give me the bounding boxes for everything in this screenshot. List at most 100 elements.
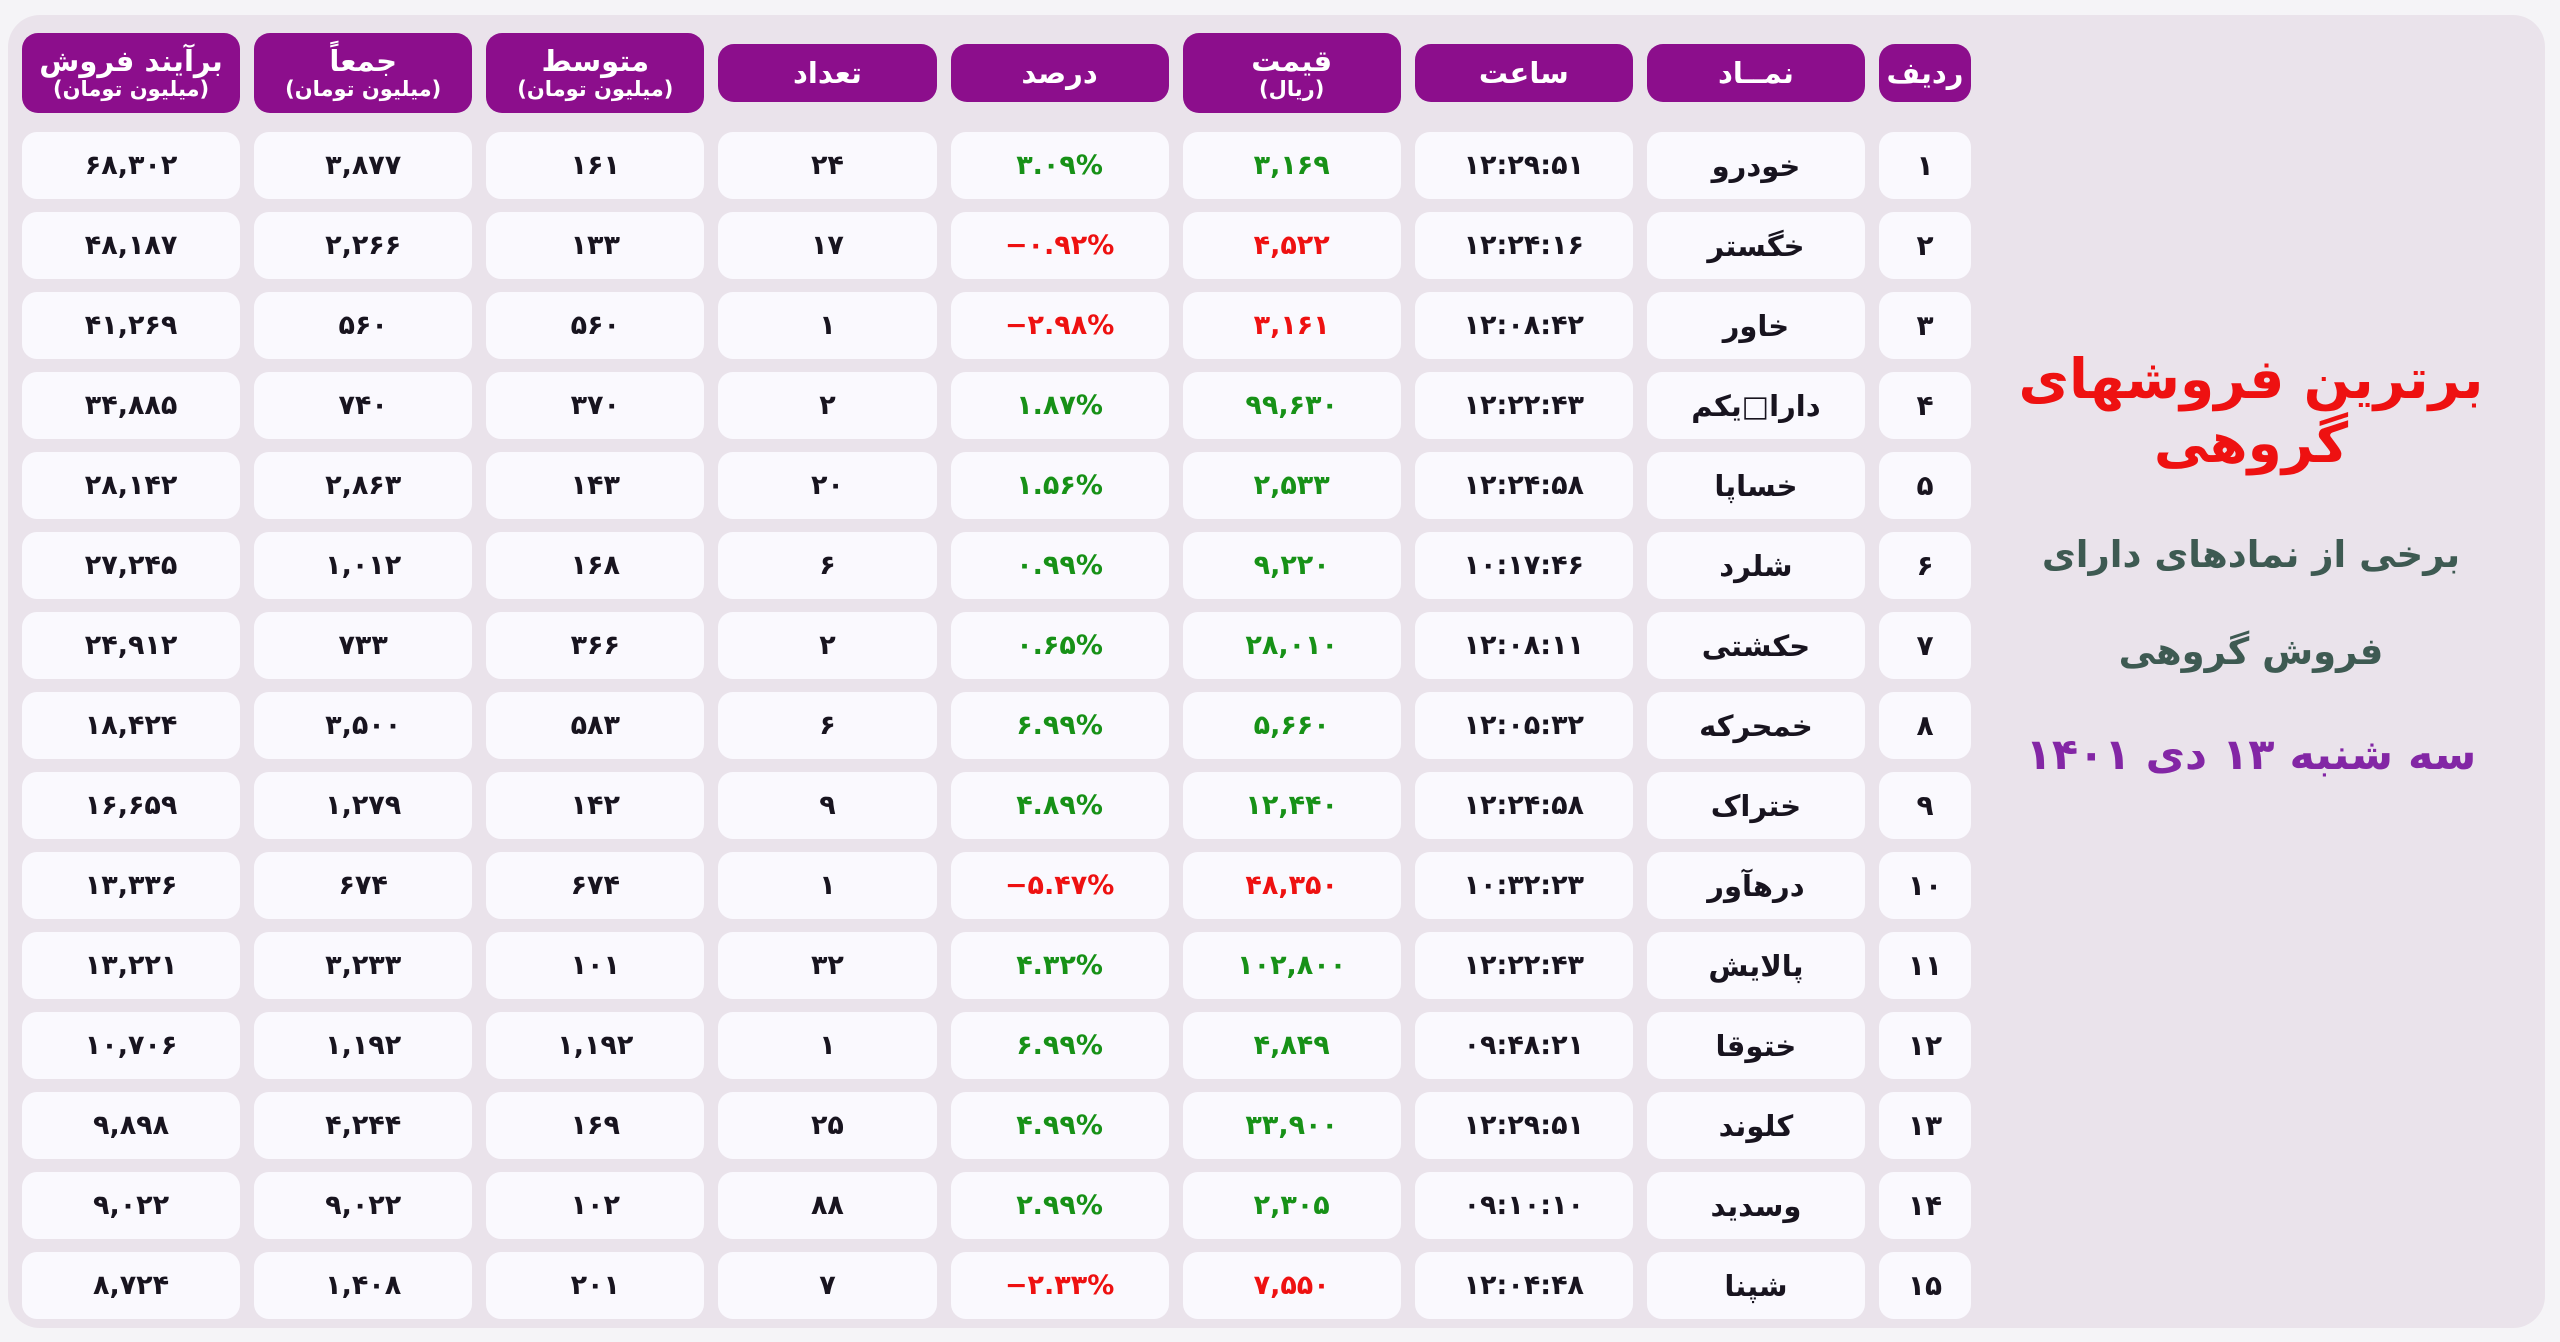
column-header: تعداد — [718, 27, 937, 119]
cell-count: ۶ — [718, 532, 937, 599]
cell-average: ۳۶۶ — [486, 612, 705, 679]
cell-count: ۱ — [718, 1012, 937, 1079]
column-header-chip: نمــاد — [1646, 44, 1865, 102]
cell-symbol: خمحرکه — [1646, 692, 1865, 759]
cell-symbol: پالایش — [1646, 932, 1865, 999]
column-header: جمعاً (میلیون تومان) — [254, 27, 473, 119]
cell-time: ۱۲:۲۲:۴۳ — [1414, 372, 1633, 439]
cell-rank: ۵ — [1879, 452, 1971, 519]
cell-net: ۹,۰۲۲ — [22, 1172, 241, 1239]
column-header: نمــاد — [1646, 27, 1865, 119]
cell-total: ۵۶۰ — [254, 292, 473, 359]
cell-net: ۱۰,۷۰۶ — [22, 1012, 241, 1079]
cell-percent: ۰.۹۹% — [950, 532, 1169, 599]
column-header-chip: متوسط (میلیون تومان) — [486, 33, 705, 113]
cell-time: ۱۲:۲۹:۵۱ — [1414, 1092, 1633, 1159]
cell-rank: ۸ — [1879, 692, 1971, 759]
cell-rank: ۹ — [1879, 772, 1971, 839]
column-header-label: نمــاد — [1717, 55, 1794, 90]
cell-percent: ۴.۸۹% — [950, 772, 1169, 839]
cell-percent: −۰.۹۲% — [950, 212, 1169, 279]
page-title: برترین فروشهای گروهی — [2018, 347, 2484, 475]
cell-average: ۳۷۰ — [486, 372, 705, 439]
column-header-chip: ردیف — [1879, 44, 1971, 102]
cell-percent: ۳.۰۹% — [950, 132, 1169, 199]
column-header-label: برآیند فروش — [39, 43, 223, 78]
cell-total: ۱,۴۰۸ — [254, 1252, 473, 1319]
cell-average: ۱۴۲ — [486, 772, 705, 839]
cell-count: ۱ — [718, 292, 937, 359]
cell-average: ۵۸۳ — [486, 692, 705, 759]
cell-symbol: وسدید — [1646, 1172, 1865, 1239]
cell-net: ۱۳,۳۳۶ — [22, 852, 241, 919]
column-header-chip: تعداد — [718, 44, 937, 102]
column-header: متوسط (میلیون تومان) — [486, 27, 705, 119]
cell-total: ۷۴۰ — [254, 372, 473, 439]
cell-count: ۲۴ — [718, 132, 937, 199]
subtitle-line-1: برخی از نمادهای دارای — [2041, 532, 2461, 576]
cell-average: ۱۰۱ — [486, 932, 705, 999]
cell-count: ۲ — [718, 612, 937, 679]
cell-time: ۱۲:۰۴:۴۸ — [1414, 1252, 1633, 1319]
cell-count: ۱ — [718, 852, 937, 919]
cell-rank: ۲ — [1879, 212, 1971, 279]
column-header-chip: ساعت — [1414, 44, 1633, 102]
cell-average: ۱۶۱ — [486, 132, 705, 199]
cell-price: ۴,۸۴۹ — [1182, 1012, 1401, 1079]
column-header-chip: درصد — [950, 44, 1169, 102]
cell-price: ۲,۵۳۳ — [1182, 452, 1401, 519]
column-header-label: قیمت — [1251, 43, 1333, 78]
cell-price: ۲۸,۰۱۰ — [1182, 612, 1401, 679]
cell-time: ۱۲:۲۴:۵۸ — [1414, 772, 1633, 839]
column-header-label: ردیف — [1886, 55, 1964, 90]
title-side: برترین فروشهای گروهی برخی از نمادهای دار… — [1971, 27, 2531, 1316]
cell-price: ۴,۵۲۲ — [1182, 212, 1401, 279]
cell-percent: ۶.۹۹% — [950, 692, 1169, 759]
cell-total: ۶۷۴ — [254, 852, 473, 919]
cell-count: ۲۵ — [718, 1092, 937, 1159]
cell-count: ۷ — [718, 1252, 937, 1319]
cell-time: ۱۲:۲۲:۴۳ — [1414, 932, 1633, 999]
cell-average: ۱۳۳ — [486, 212, 705, 279]
cell-total: ۲,۲۶۶ — [254, 212, 473, 279]
cell-price: ۵,۶۶۰ — [1182, 692, 1401, 759]
cell-percent: ۱.۸۷% — [950, 372, 1169, 439]
cell-price: ۹۹,۶۳۰ — [1182, 372, 1401, 439]
column-header-chip: برآیند فروش (میلیون تومان) — [22, 33, 241, 113]
column-header: ردیف — [1879, 27, 1971, 119]
cell-count: ۱۷ — [718, 212, 937, 279]
cell-percent: ۴.۹۹% — [950, 1092, 1169, 1159]
cell-price: ۱۲,۴۴۰ — [1182, 772, 1401, 839]
cell-net: ۱۶,۶۵۹ — [22, 772, 241, 839]
column-header-sub: (میلیون تومان) — [52, 77, 210, 102]
column-header-label: درصد — [1021, 55, 1098, 90]
cell-net: ۶۸,۳۰۲ — [22, 132, 241, 199]
column-header-label: تعداد — [793, 55, 862, 90]
cell-count: ۲۰ — [718, 452, 937, 519]
cell-time: ۰۹:۴۸:۲۱ — [1414, 1012, 1633, 1079]
cell-rank: ۱۵ — [1879, 1252, 1971, 1319]
cell-percent: −۵.۴۷% — [950, 852, 1169, 919]
cell-net: ۴۸,۱۸۷ — [22, 212, 241, 279]
column-header-chip: جمعاً (میلیون تومان) — [254, 33, 473, 113]
cell-rank: ۱۰ — [1879, 852, 1971, 919]
subtitle-line-2: فروش گروهی — [2118, 629, 2384, 673]
cell-price: ۳,۱۶۹ — [1182, 132, 1401, 199]
cell-price: ۴۸,۳۵۰ — [1182, 852, 1401, 919]
cell-rank: ۱۳ — [1879, 1092, 1971, 1159]
cell-rank: ۳ — [1879, 292, 1971, 359]
cell-symbol: خاور — [1646, 292, 1865, 359]
cell-count: ۹ — [718, 772, 937, 839]
cell-net: ۴۱,۲۶۹ — [22, 292, 241, 359]
cell-total: ۱,۱۹۲ — [254, 1012, 473, 1079]
cell-total: ۱,۰۱۲ — [254, 532, 473, 599]
cell-symbol: خودرو — [1646, 132, 1865, 199]
cell-symbol: ختوقا — [1646, 1012, 1865, 1079]
cell-time: ۱۲:۲۴:۱۶ — [1414, 212, 1633, 279]
cell-symbol: خگستر — [1646, 212, 1865, 279]
cell-symbol: حکشتی — [1646, 612, 1865, 679]
cell-rank: ۱۱ — [1879, 932, 1971, 999]
cell-price: ۹,۲۲۰ — [1182, 532, 1401, 599]
cell-symbol: خساپا — [1646, 452, 1865, 519]
